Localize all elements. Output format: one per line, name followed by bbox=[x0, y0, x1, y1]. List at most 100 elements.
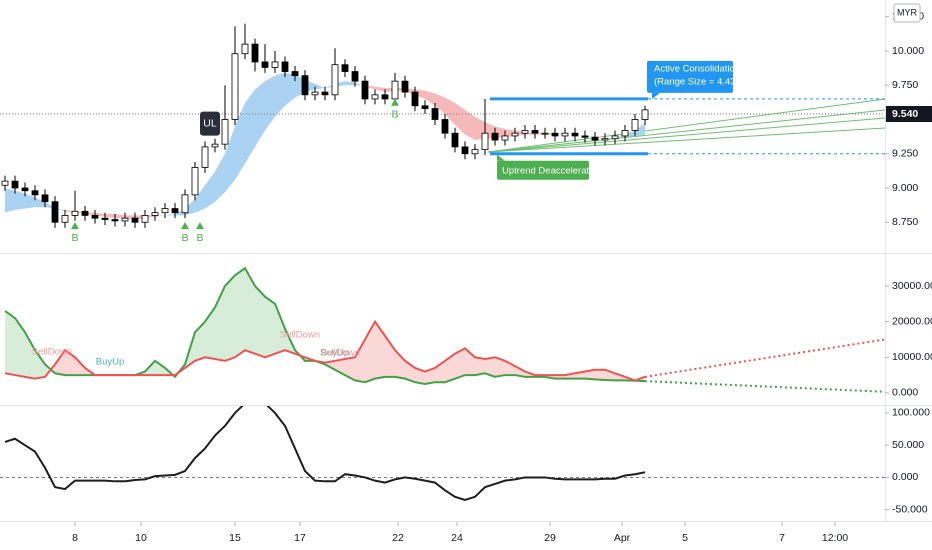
x-tick-label: 22 bbox=[392, 532, 404, 544]
trend-fan bbox=[487, 98, 886, 153]
candle-body bbox=[301, 75, 309, 96]
ma-ribbon bbox=[345, 81, 355, 86]
callout-text: (Range Size = 4.43%) bbox=[654, 76, 747, 87]
area-fill bbox=[415, 367, 425, 384]
area-fill bbox=[35, 350, 45, 379]
y-tick-label: 10000.000 bbox=[892, 351, 932, 363]
buy-signal bbox=[196, 222, 204, 230]
buy-signal-label: B bbox=[196, 232, 203, 244]
candle-body bbox=[341, 64, 349, 72]
candle-body bbox=[361, 80, 369, 100]
currency-label: MYR bbox=[897, 7, 918, 17]
ma-ribbon bbox=[5, 188, 15, 213]
candle-body bbox=[351, 71, 359, 82]
last-price-box bbox=[886, 106, 932, 123]
candle-body bbox=[571, 132, 579, 137]
candle-body bbox=[381, 94, 389, 100]
projection bbox=[644, 338, 885, 378]
candle-body bbox=[311, 91, 319, 96]
candle-body bbox=[231, 53, 239, 120]
ma-ribbon bbox=[635, 123, 645, 136]
ma-ribbon bbox=[105, 214, 115, 219]
candle-body bbox=[431, 108, 439, 120]
y-tick-label: 50.000 bbox=[892, 439, 924, 451]
buy-signal-label: B bbox=[181, 232, 188, 244]
ma-ribbon bbox=[255, 81, 265, 147]
x-tick-label: 17 bbox=[294, 532, 306, 544]
candle-body bbox=[521, 130, 529, 134]
candle-body bbox=[211, 143, 219, 148]
area-fill bbox=[25, 332, 35, 379]
area-fill bbox=[265, 296, 275, 358]
candle-body bbox=[121, 217, 129, 222]
candle-body bbox=[31, 190, 39, 196]
y-tick-label: 10.000 bbox=[892, 45, 924, 57]
ma-ribbon bbox=[205, 171, 215, 209]
area-fill bbox=[195, 321, 205, 361]
signal-label: SellDown bbox=[32, 346, 72, 357]
y-tick-label: -50.000 bbox=[892, 503, 928, 515]
currency-box bbox=[893, 3, 921, 23]
candle-body bbox=[411, 91, 419, 107]
candle-body bbox=[591, 136, 599, 141]
area-fill bbox=[455, 348, 465, 379]
candle-body bbox=[321, 91, 329, 96]
area-fill bbox=[375, 321, 385, 379]
candle-body bbox=[551, 132, 559, 137]
y-tick-label: 0.000 bbox=[892, 471, 918, 483]
candle-body bbox=[611, 135, 619, 140]
candle-body bbox=[51, 201, 59, 223]
tag-label: UL bbox=[203, 117, 217, 129]
candle-body bbox=[241, 43, 249, 55]
area-fill bbox=[495, 357, 505, 377]
y-tick-label: 30000.000 bbox=[892, 280, 932, 292]
area-fill bbox=[595, 369, 605, 381]
candle-body bbox=[11, 180, 19, 189]
area-fill bbox=[505, 360, 515, 376]
area-fill bbox=[585, 369, 595, 380]
area-fill bbox=[75, 357, 85, 376]
area-fill bbox=[155, 360, 165, 376]
signal-label: SellDown bbox=[320, 347, 360, 358]
x-tick-label: 15 bbox=[229, 532, 241, 544]
last-price-label: 9.540 bbox=[892, 108, 918, 120]
area-fill bbox=[355, 339, 365, 383]
candle-body bbox=[421, 105, 429, 109]
area-fill bbox=[605, 369, 615, 381]
ma-ribbon bbox=[225, 126, 235, 193]
x-tick-label: 10 bbox=[135, 532, 147, 544]
candle-body bbox=[41, 194, 49, 203]
candle-body bbox=[461, 146, 469, 155]
ma-ribbon bbox=[315, 83, 325, 90]
candle-body bbox=[71, 210, 79, 216]
area-fill bbox=[395, 350, 405, 379]
candle-body bbox=[511, 132, 519, 137]
candle-body bbox=[111, 219, 119, 222]
callout-box bbox=[647, 60, 733, 93]
candle-body bbox=[161, 208, 169, 214]
candle-body bbox=[251, 43, 259, 63]
candle-body bbox=[291, 71, 299, 77]
candle-body bbox=[331, 64, 339, 96]
projection bbox=[644, 380, 885, 393]
candle-body bbox=[641, 109, 649, 120]
callout-box bbox=[497, 160, 589, 180]
candle-body bbox=[401, 80, 409, 93]
oscillator-panel bbox=[0, 406, 885, 502]
buy-signal bbox=[391, 98, 399, 106]
ma-ribbon bbox=[445, 97, 455, 125]
callout-pointer bbox=[652, 92, 660, 99]
y-tick-label: 9.000 bbox=[892, 182, 918, 194]
callout-pointer bbox=[497, 154, 505, 161]
candle-body bbox=[271, 61, 279, 68]
area-fill bbox=[475, 357, 485, 376]
candle-body bbox=[541, 132, 549, 135]
candle-body bbox=[601, 138, 609, 141]
ma-ribbon bbox=[45, 201, 55, 209]
y-tick-label: 9.750 bbox=[892, 79, 918, 91]
y-tick-label: 100.000 bbox=[892, 407, 930, 419]
x-tick-label: Apr bbox=[614, 532, 631, 544]
callout-text: Active Consolidation bbox=[654, 63, 740, 74]
